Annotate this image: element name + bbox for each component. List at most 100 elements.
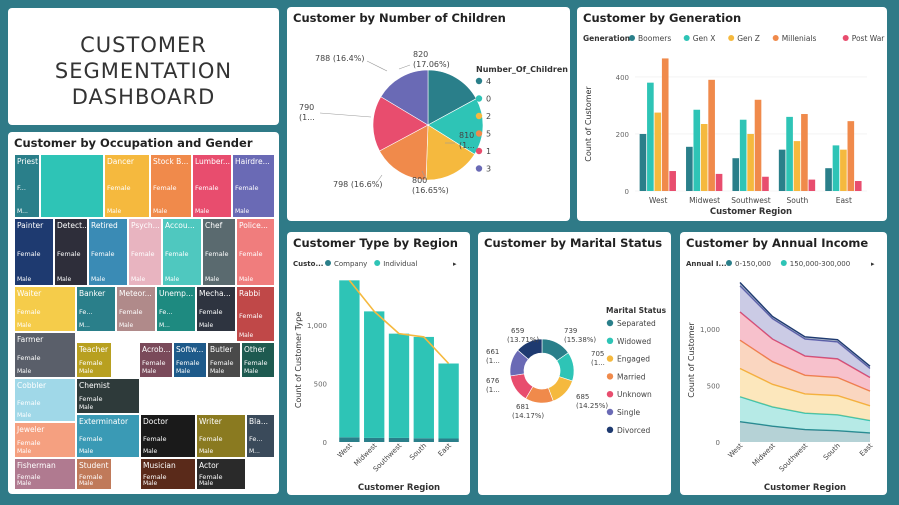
treemap-tile-female-label: Female (79, 435, 103, 443)
treemap-tile-male-label: Male (235, 208, 250, 215)
treemap-tile[interactable]: Jeweler Female Male (14, 422, 76, 458)
treemap-tile[interactable]: Actor Female Male (196, 458, 246, 490)
treemap-tile[interactable]: Musician Female Male (140, 458, 196, 490)
legend-label: Gen Z (737, 34, 760, 43)
treemap-tile[interactable]: Detect... Female Male (54, 218, 88, 286)
x-tick-label: East (437, 442, 454, 459)
treemap-tile[interactable]: Police... Female Male (236, 218, 275, 286)
legend-marker (728, 35, 735, 41)
treemap-tile[interactable]: Bla... Fe... M... (246, 414, 275, 458)
legend-marker (475, 112, 483, 120)
treemap-tile-female-label: Female (244, 359, 268, 367)
treemap-tile[interactable]: Retired Female Male (88, 218, 128, 286)
treemap-tile[interactable]: Painter Female Male (14, 218, 54, 286)
treemap-tile[interactable]: Psych... Female Male (128, 218, 162, 286)
treemap-tile-female-label: Female (239, 312, 263, 320)
marital-donut-chart[interactable]: 739(15.38%)705(1...685(14.25%)681(14.17%… (478, 232, 671, 495)
pie-slice-label: (1... (459, 141, 475, 150)
treemap-tile[interactable]: Lumber... Female Male (192, 154, 232, 218)
treemap-tile[interactable]: Rabbi Female Male (236, 286, 275, 342)
treemap-tile[interactable]: Waiter Female Male (14, 286, 76, 332)
legend-label: Divorced (617, 426, 651, 435)
treemap-tile[interactable]: Chef Female Male (202, 218, 236, 286)
dashboard-title-line-3: DASHBOARD (71, 85, 216, 109)
treemap-tile-male-label: Male (131, 276, 146, 283)
donut-slice-label: (1... (486, 357, 500, 365)
income-area-chart[interactable]: Annual I... 0-150,000 150,000-300,000 ▸ 0 500… (680, 232, 887, 495)
treemap-tile[interactable]: Acrob... Female Male (139, 342, 173, 378)
pie-leader-line (398, 64, 411, 70)
treemap-tile[interactable]: Banker Fe... M... (76, 286, 116, 332)
legend-marker (780, 260, 787, 266)
pie-slice-label: 820 (413, 50, 428, 59)
marital-legend-title: Marital Status (606, 306, 667, 315)
treemap-tile[interactable]: Hairdre... Female Male (232, 154, 275, 218)
donut-slice-label: (13.71%) (507, 336, 539, 344)
treemap-tile[interactable]: Meteor... Female Male (116, 286, 156, 332)
treemap-tile-male-label: M... (249, 448, 260, 455)
bar-segment (364, 437, 385, 442)
legend-label: Company (334, 260, 367, 268)
treemap-tile-label: Hairdre... (235, 157, 270, 166)
treemap-tile-label: Cobbler (17, 381, 47, 390)
donut-slice-label: 661 (486, 348, 499, 356)
legend-marker (374, 260, 381, 266)
treemap-tile[interactable]: Fisherman Female Male (14, 458, 76, 490)
treemap-tile[interactable]: Accou... Female Male (162, 218, 202, 286)
bar (700, 124, 708, 191)
treemap-tile[interactable]: Exterminator Female Male (76, 414, 140, 458)
treemap-tile[interactable]: Other Female Male (241, 342, 275, 378)
occupation-treemap[interactable]: Priest F... M... Dancer Female Male Stock B...… (14, 154, 275, 490)
treemap-tile[interactable]: Teacher Female Male (76, 342, 112, 378)
treemap-tile[interactable]: Softw... Female Male (173, 342, 207, 378)
treemap-tile[interactable]: Mecha... Female Male (196, 286, 236, 332)
legend-marker (842, 35, 849, 41)
donut-slice-label: (14.25%) (576, 402, 608, 410)
treemap-tile-female-label: Fe... (159, 308, 173, 316)
treemap-tile-male-label: M... (17, 208, 28, 215)
treemap-tile[interactable]: Writer Female Male (196, 414, 246, 458)
legend-marker (606, 337, 614, 344)
generation-legend-title: Generation (583, 34, 630, 43)
bar-segment (413, 438, 434, 442)
children-pie-chart[interactable]: 820(17.06%)810(1...800(16.65%)798 (16.6%… (287, 7, 570, 221)
treemap-tile-male-label: Male (107, 208, 122, 215)
bar (832, 145, 840, 191)
treemap-tile[interactable]: Cobbler Female Male (14, 378, 76, 422)
customer-type-bar-chart[interactable]: Custo... Company Individual ▸ 0 500 1,000 Count… (287, 232, 470, 495)
pie-leader-line (366, 60, 388, 72)
treemap-tile[interactable]: Farmer Female Male (14, 332, 76, 378)
bar-segment (364, 311, 385, 438)
bar (639, 133, 647, 191)
treemap-tile-label: Writer (199, 417, 222, 426)
donut-slice-label: 659 (511, 327, 524, 335)
treemap-tile[interactable]: Chemist Female Male (76, 378, 140, 414)
bar-segment (438, 363, 459, 439)
treemap-tile-female-label: Female (17, 473, 41, 481)
legend-marker (606, 355, 614, 362)
legend-marker (606, 319, 614, 327)
treemap-tile-label: Priest (17, 157, 39, 166)
treemap-tile[interactable]: Priest F... M... (14, 154, 40, 218)
treemap-tile[interactable]: Butler Female Male (207, 342, 241, 378)
treemap-tile-male-label: Male (17, 412, 32, 419)
y-axis-label: Count of Customer (584, 86, 593, 162)
treemap-tile[interactable]: Student Female Male (76, 458, 112, 490)
treemap-tile-label: Rabbi (239, 289, 261, 298)
treemap-tile[interactable]: Doctor Female Male (140, 414, 196, 458)
x-axis-label: Customer Region (358, 483, 440, 493)
bar (793, 141, 801, 191)
y-tick-label: 0 (716, 439, 720, 447)
x-tick-label: East (836, 196, 852, 205)
x-tick-label: West (649, 196, 667, 205)
treemap-tile[interactable]: Dancer Female Male (104, 154, 150, 218)
treemap-tile[interactable]: Unemp... Fe... M... (156, 286, 196, 332)
x-tick-label: South (822, 442, 842, 462)
treemap-tile-female-label: Female (142, 359, 166, 367)
treemap-tile[interactable]: Stock B... Female Male (150, 154, 192, 218)
bar (808, 179, 816, 191)
generation-bar-chart[interactable]: Generation Boomers Gen X Gen Z Millenials Pos… (577, 7, 887, 221)
bar (732, 158, 740, 191)
pie-slice (427, 69, 477, 126)
treemap-tile[interactable] (40, 154, 104, 218)
